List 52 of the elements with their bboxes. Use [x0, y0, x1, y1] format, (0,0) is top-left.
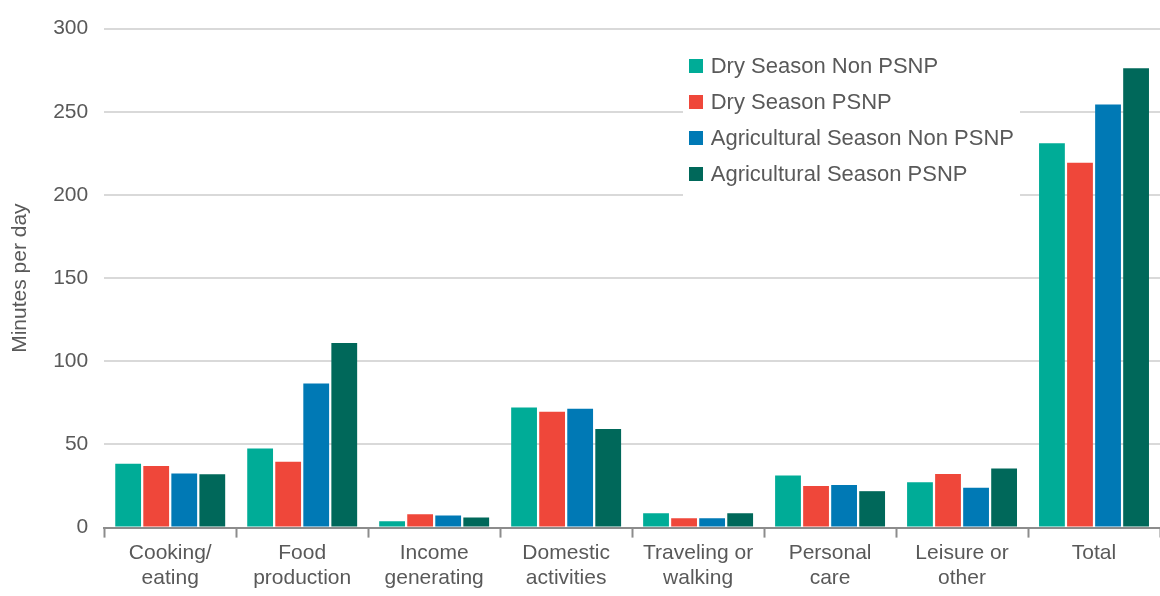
x-tick-label: Domestic activities — [522, 540, 610, 589]
bar — [963, 487, 989, 527]
bar — [859, 491, 886, 527]
bar — [991, 468, 1018, 527]
y-axis-title: Minutes per day — [7, 202, 31, 353]
bar — [727, 513, 754, 527]
bar — [1039, 143, 1065, 527]
bar — [643, 513, 669, 527]
x-tick-label: Personal care — [788, 540, 872, 589]
bar — [1095, 104, 1121, 527]
bar — [699, 518, 726, 527]
bar — [379, 521, 405, 527]
bar — [463, 517, 490, 527]
y-tick-label: 300 — [53, 15, 89, 39]
bar — [935, 474, 961, 527]
y-tick-label: 200 — [53, 181, 89, 205]
y-tick-label: 0 — [76, 514, 89, 538]
y-tick-label: 50 — [64, 431, 89, 455]
y-tick-label: 250 — [53, 98, 89, 122]
bar — [247, 448, 274, 527]
y-tick-label: 150 — [53, 264, 89, 288]
bar — [435, 515, 462, 527]
bar — [511, 407, 537, 527]
bar — [539, 411, 566, 527]
bar — [567, 408, 594, 527]
legend-label: Agricultural Season Non PSNP — [710, 125, 1014, 151]
bar — [407, 514, 434, 527]
x-tick-label: Food production — [253, 540, 352, 589]
bar — [275, 461, 302, 527]
bar — [803, 486, 829, 527]
x-tick-label: Cooking/ eating — [128, 540, 212, 589]
bar — [115, 463, 142, 527]
bar — [1067, 162, 1093, 527]
x-tick-label: Traveling or walking — [643, 540, 754, 589]
bar — [671, 518, 697, 527]
bar — [595, 428, 622, 527]
y-tick-label: 100 — [53, 348, 89, 372]
bar — [775, 475, 801, 527]
bar — [1123, 68, 1149, 527]
legend-label: Dry Season PSNP — [710, 89, 892, 115]
x-tick-label: Income generating — [384, 540, 484, 589]
x-tick-label: Total — [1071, 540, 1117, 563]
legend-label: Agricultural Season PSNP — [710, 161, 968, 187]
x-tick-label: Leisure or other — [915, 540, 1009, 589]
bar — [199, 474, 226, 527]
bar — [303, 383, 330, 527]
bar — [331, 342, 358, 527]
bar — [143, 465, 170, 527]
legend-label: Dry Season Non PSNP — [710, 53, 939, 79]
bar — [171, 473, 198, 527]
bar — [831, 485, 857, 527]
bar — [907, 482, 933, 527]
